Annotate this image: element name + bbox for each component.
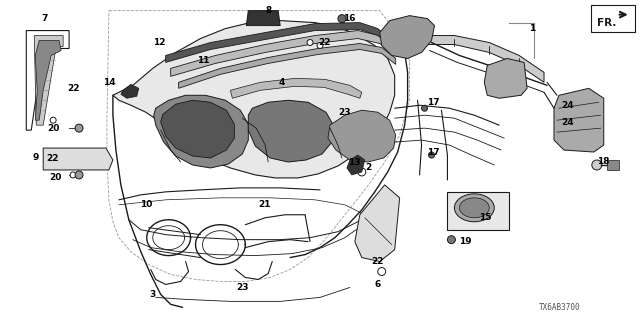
Circle shape xyxy=(317,43,323,49)
FancyBboxPatch shape xyxy=(591,5,635,32)
Text: 10: 10 xyxy=(140,200,153,209)
Text: 7: 7 xyxy=(41,14,47,23)
Polygon shape xyxy=(447,192,509,230)
Ellipse shape xyxy=(454,194,494,222)
Text: 13: 13 xyxy=(348,158,360,167)
Polygon shape xyxy=(179,44,396,88)
Text: 21: 21 xyxy=(259,200,271,209)
Ellipse shape xyxy=(460,198,489,218)
Circle shape xyxy=(422,105,428,111)
Circle shape xyxy=(378,268,386,276)
Text: 14: 14 xyxy=(103,78,116,87)
Text: TX6AB3700: TX6AB3700 xyxy=(539,303,580,312)
Text: 16: 16 xyxy=(343,14,355,23)
Circle shape xyxy=(429,152,435,158)
Polygon shape xyxy=(230,78,362,98)
Polygon shape xyxy=(26,31,69,130)
Circle shape xyxy=(447,236,456,244)
Text: 24: 24 xyxy=(561,101,573,110)
Circle shape xyxy=(70,172,76,178)
Text: 22: 22 xyxy=(371,257,384,266)
Text: 22: 22 xyxy=(47,154,59,163)
Polygon shape xyxy=(328,110,396,162)
Polygon shape xyxy=(248,100,334,162)
Text: 20: 20 xyxy=(47,124,59,132)
Text: 9: 9 xyxy=(33,153,39,162)
Circle shape xyxy=(592,160,602,170)
Polygon shape xyxy=(347,155,365,175)
Circle shape xyxy=(75,124,83,132)
Polygon shape xyxy=(607,160,619,170)
Text: 4: 4 xyxy=(278,78,285,87)
Text: 8: 8 xyxy=(265,6,271,15)
Polygon shape xyxy=(355,185,399,261)
Polygon shape xyxy=(246,11,280,26)
Circle shape xyxy=(358,168,366,176)
Polygon shape xyxy=(171,31,395,76)
Text: 18: 18 xyxy=(596,157,609,166)
Text: 17: 17 xyxy=(428,98,440,107)
Text: 11: 11 xyxy=(196,56,209,65)
Text: 24: 24 xyxy=(561,118,573,127)
Polygon shape xyxy=(554,88,604,152)
Circle shape xyxy=(75,171,83,179)
Text: 23: 23 xyxy=(338,108,351,117)
Polygon shape xyxy=(35,41,61,120)
Text: FR.: FR. xyxy=(596,18,616,28)
Text: 1: 1 xyxy=(529,24,535,33)
Text: 20: 20 xyxy=(49,173,61,182)
Text: 23: 23 xyxy=(236,283,248,292)
Text: 15: 15 xyxy=(479,213,492,222)
Text: 12: 12 xyxy=(153,38,165,47)
Circle shape xyxy=(338,15,346,23)
Polygon shape xyxy=(388,36,544,82)
Polygon shape xyxy=(161,100,234,158)
Polygon shape xyxy=(35,36,63,125)
Text: 22: 22 xyxy=(318,38,330,47)
Polygon shape xyxy=(154,95,248,168)
Text: 6: 6 xyxy=(374,280,381,289)
Text: 2: 2 xyxy=(365,164,371,172)
Text: 22: 22 xyxy=(67,84,79,93)
Circle shape xyxy=(307,40,313,45)
Text: 17: 17 xyxy=(428,148,440,156)
Polygon shape xyxy=(44,148,113,170)
Text: 3: 3 xyxy=(150,290,156,299)
Text: 19: 19 xyxy=(460,237,472,246)
Polygon shape xyxy=(166,23,390,62)
Polygon shape xyxy=(380,16,435,59)
Polygon shape xyxy=(113,20,395,178)
Polygon shape xyxy=(484,59,527,98)
Polygon shape xyxy=(121,84,139,98)
Circle shape xyxy=(50,117,56,123)
